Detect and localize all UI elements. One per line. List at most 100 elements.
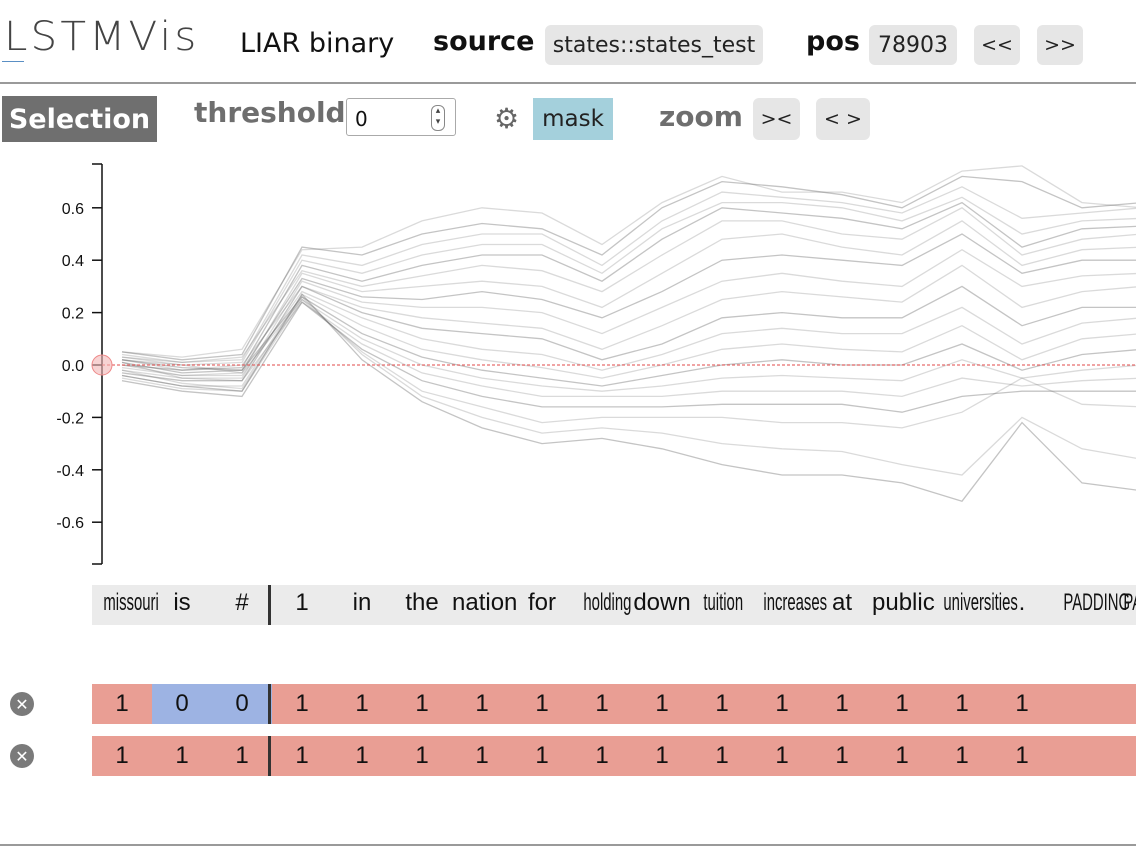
zoom-in-button[interactable]: ><: [753, 98, 800, 140]
close-icon[interactable]: ✕: [10, 692, 34, 716]
row-cell: 1: [535, 742, 549, 769]
row-cell: 0: [152, 684, 212, 724]
threshold-label: threshold: [194, 96, 346, 129]
row-cell: 1: [775, 690, 789, 717]
word-token[interactable]: down: [633, 589, 691, 616]
selection-tab[interactable]: Selection: [2, 96, 157, 142]
row-cell: 1: [295, 690, 309, 717]
prev-button[interactable]: <<: [974, 25, 1020, 65]
word-token[interactable]: for: [527, 589, 556, 616]
row-cell: 1: [115, 742, 129, 769]
row-cell: 1: [475, 690, 489, 717]
source-label: source: [433, 26, 535, 57]
row-cell: 1: [1015, 690, 1029, 717]
pos-label: pos: [806, 26, 860, 57]
activation-chart[interactable]: 0.6 0.4 0.2 0.0 -0.2 -0.4 -0.6: [0, 150, 1136, 580]
row-cell: 1: [595, 742, 609, 769]
series-line: [121, 264, 1136, 371]
row-cell: 1: [595, 690, 609, 717]
row-cell: 1: [895, 742, 909, 769]
row-cell: 1: [835, 742, 849, 769]
row-cell: 1: [955, 690, 969, 717]
threshold-value: 0: [355, 107, 368, 131]
y-tick-label: 0.0: [62, 358, 84, 375]
row-cell: 1: [115, 690, 129, 717]
row-cell: 1: [715, 742, 729, 769]
mask-button[interactable]: mask: [533, 98, 613, 140]
y-tick-label: -0.6: [56, 515, 84, 532]
close-icon[interactable]: ✕: [10, 744, 34, 768]
zoom-label: zoom: [659, 100, 743, 133]
row-cell: 1: [655, 690, 669, 717]
word-token[interactable]: .: [1018, 589, 1026, 616]
series-line: [121, 298, 1136, 429]
word-token[interactable]: PADDING: [1123, 589, 1136, 616]
row-cell: 1: [895, 690, 909, 717]
series-line: [121, 196, 1136, 366]
word-token[interactable]: missouri: [103, 589, 159, 616]
row-cell: 1: [835, 690, 849, 717]
word-token[interactable]: the: [405, 589, 439, 616]
word-token[interactable]: in: [352, 589, 372, 616]
series-line: [121, 301, 1136, 413]
row-cell: [1112, 736, 1136, 776]
series-line: [121, 293, 1136, 387]
row-cell: 1: [295, 742, 309, 769]
footer-divider: [0, 844, 1136, 846]
word-token[interactable]: #: [235, 589, 249, 616]
word-token[interactable]: 1: [295, 589, 309, 616]
header-divider: [0, 82, 1136, 84]
source-selector[interactable]: states::states_test: [545, 25, 763, 65]
row-cell: 1: [415, 690, 429, 717]
series-line: [121, 296, 1136, 387]
series-line: [121, 233, 1136, 374]
row-cell: 1: [775, 742, 789, 769]
word-token[interactable]: universities: [943, 589, 1018, 616]
y-tick-label: -0.2: [56, 410, 84, 427]
word-token[interactable]: is: [173, 589, 191, 616]
word-token[interactable]: holding: [583, 589, 632, 616]
pos-value[interactable]: 78903: [869, 25, 957, 65]
row-cursor: [268, 684, 271, 724]
threshold-spinner[interactable]: ▴ ▾: [431, 105, 445, 131]
row-cell: 1: [655, 742, 669, 769]
row-cell: 1: [955, 742, 969, 769]
next-button[interactable]: >>: [1037, 25, 1083, 65]
series-lines: [121, 165, 1136, 502]
row-cell: 1: [715, 690, 729, 717]
series-line: [121, 301, 1136, 398]
word-token[interactable]: PADDING: [1063, 589, 1131, 616]
row-cell: 1: [235, 742, 249, 769]
position-cursor: [268, 585, 271, 625]
selection-row[interactable]: 1 1 1 1 1 1 1 1 1 1 1 1 1 1 1 1: [92, 736, 1136, 776]
row-cell: [1112, 684, 1136, 724]
app-logo: LSTMVis: [4, 14, 200, 60]
row-cell: 1: [355, 690, 369, 717]
top-bar: LSTMVis LIAR binary source states::state…: [0, 0, 1136, 84]
dataset-name: LIAR binary: [240, 28, 395, 59]
threshold-handle[interactable]: [91, 354, 113, 376]
zoom-out-button[interactable]: < >: [816, 98, 870, 140]
series-line: [121, 220, 1136, 377]
row-cell: [1052, 736, 1112, 776]
row-cell: 1: [355, 742, 369, 769]
word-token[interactable]: nation: [452, 589, 518, 616]
series-line: [121, 298, 1136, 392]
word-token[interactable]: tuition: [703, 589, 744, 616]
word-token[interactable]: at: [831, 589, 852, 616]
y-axis: 0.6 0.4 0.2 0.0 -0.2 -0.4 -0.6: [56, 163, 103, 565]
series-line: [121, 201, 1136, 371]
row-cell: 1: [535, 690, 549, 717]
row-cell: 1: [415, 742, 429, 769]
word-token[interactable]: public: [872, 589, 935, 616]
y-tick-label: -0.4: [56, 463, 84, 480]
y-tick-label: 0.6: [62, 201, 84, 218]
threshold-input[interactable]: 0 ▴ ▾: [346, 98, 456, 136]
row-cell: 1: [475, 742, 489, 769]
word-token[interactable]: increases: [763, 589, 828, 616]
y-tick-label: 0.2: [62, 306, 84, 323]
gear-icon[interactable]: ⚙: [494, 102, 520, 135]
series-line: [121, 290, 1136, 377]
series-line: [121, 175, 1136, 361]
